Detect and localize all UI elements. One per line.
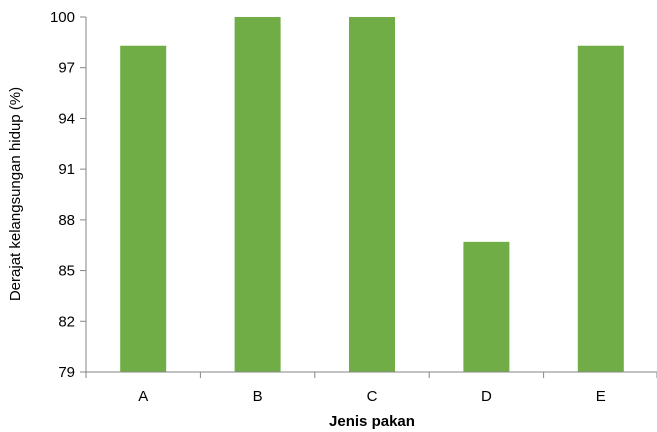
y-axis-ticks: 79 82 85 88 91 94 97 100 bbox=[50, 9, 86, 381]
bar-E bbox=[577, 45, 624, 372]
x-axis-title: Jenis pakan bbox=[329, 413, 415, 430]
y-tick-label: 97 bbox=[58, 60, 75, 77]
y-tick-label: 88 bbox=[58, 212, 75, 229]
x-axis-ticks: A B C D E bbox=[85, 372, 657, 405]
axes bbox=[85, 17, 657, 373]
x-tick-label: B bbox=[253, 388, 263, 405]
x-tick-label: E bbox=[596, 388, 606, 405]
x-tick-label: D bbox=[481, 388, 492, 405]
bar-D bbox=[463, 241, 510, 372]
y-axis-title: Derajat kelangsungan hidup (%) bbox=[7, 87, 24, 301]
bars bbox=[120, 17, 624, 372]
x-tick-label: A bbox=[138, 388, 148, 405]
y-tick-label: 85 bbox=[58, 263, 75, 280]
bar-B bbox=[234, 17, 281, 372]
y-tick-label: 82 bbox=[58, 313, 75, 330]
y-tick-label: 91 bbox=[58, 161, 75, 178]
bar-A bbox=[120, 45, 167, 372]
x-tick-label: C bbox=[367, 388, 378, 405]
y-tick-label: 94 bbox=[58, 110, 75, 127]
y-tick-label: 100 bbox=[50, 9, 75, 26]
bar-C bbox=[349, 17, 395, 372]
y-tick-label: 79 bbox=[58, 364, 75, 381]
